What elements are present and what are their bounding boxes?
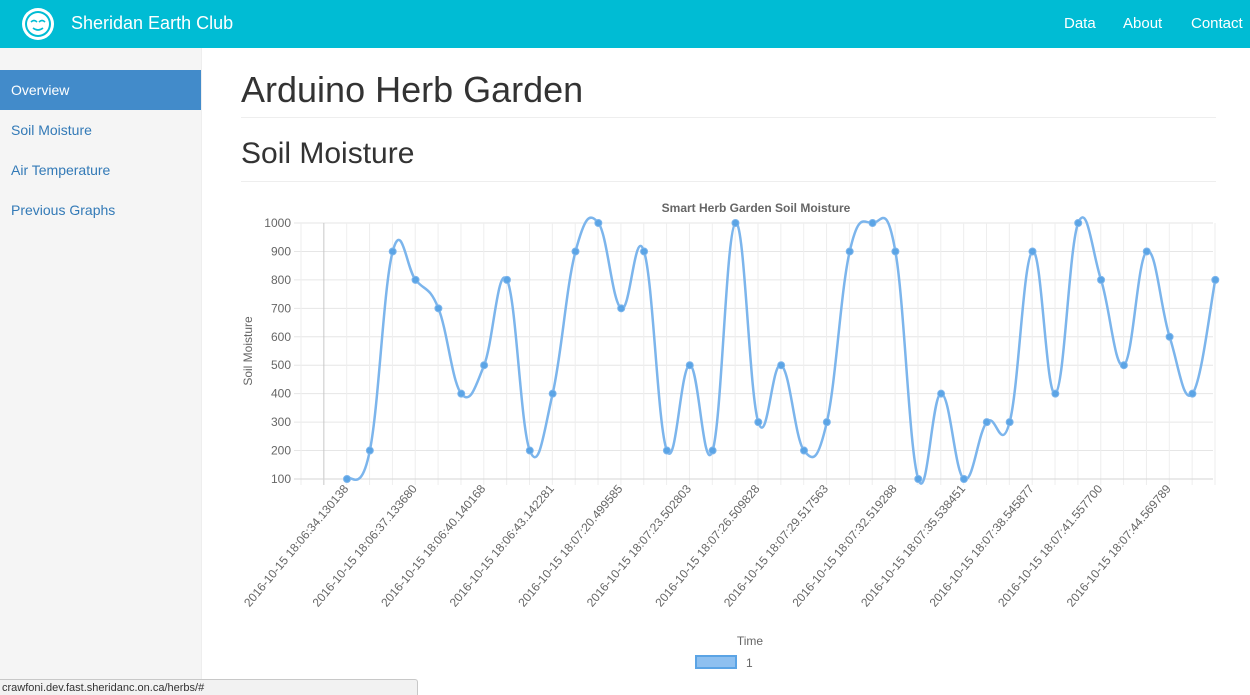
y-tick-label: 800 [271,273,291,287]
data-point [1051,389,1060,398]
x-axis-label: Time [737,634,764,648]
y-tick-label: 100 [271,472,291,486]
data-point [959,475,968,483]
y-axis-label: Soil Moisture [241,316,255,386]
y-tick-label: 400 [271,387,291,401]
data-point [1097,275,1106,284]
data-point [388,247,397,256]
data-point [708,446,717,455]
data-point [1211,275,1220,284]
data-point [571,247,580,256]
sidebar: Overview Soil Moisture Air Temperature P… [0,48,202,695]
chart-title: Smart Herb Garden Soil Moisture [662,201,851,215]
data-point [1142,247,1151,256]
data-point [1074,219,1083,227]
data-point [754,418,763,427]
sidebar-item-overview[interactable]: Overview [0,70,201,110]
data-point [1119,361,1128,370]
data-point [914,475,923,483]
data-point [822,418,831,427]
y-tick-label: 700 [271,301,291,315]
data-point [868,219,877,227]
data-point [480,361,489,370]
data-point [982,418,991,427]
y-tick-label: 600 [271,330,291,344]
data-point [343,475,351,483]
y-tick-label: 200 [271,444,291,458]
nav-about-link[interactable]: About [1123,15,1163,32]
nav-contact-link[interactable]: Contact [1191,15,1243,32]
data-point [365,446,374,455]
data-point [845,247,854,256]
legend-swatch [695,655,737,669]
data-point [800,446,808,455]
data-point [1005,418,1014,427]
legend-label: 1 [746,656,753,670]
data-point [685,361,694,370]
page-title: Arduino Herb Garden [241,69,584,110]
data-point [1165,332,1174,341]
data-point [662,446,671,455]
data-point [525,446,534,455]
data-point [548,389,557,398]
y-tick-label: 300 [271,415,291,429]
data-point [617,304,626,313]
data-point [731,219,740,227]
y-tick-label: 500 [271,358,291,372]
data-point [891,247,900,256]
section-title: Soil Moisture [241,137,415,170]
nav-data-link[interactable]: Data [1064,15,1096,32]
y-tick-label: 1000 [264,216,291,230]
data-point [777,361,786,370]
data-point [411,275,420,284]
data-point [1028,247,1037,256]
sidebar-item-air-temperature[interactable]: Air Temperature [11,162,111,178]
data-point [1188,389,1197,398]
status-bar-url: crawfoni.dev.fast.sheridanc.on.ca/herbs/… [0,679,418,695]
navbar: Sheridan Earth Club Data About Contact [0,0,1250,48]
data-point [937,389,946,398]
title-divider [241,117,1216,118]
soil-moisture-chart: Smart Herb Garden Soil Moisture 100 200 300… [241,201,1220,670]
data-point [434,304,443,313]
sidebar-item-previous-graphs[interactable]: Previous Graphs [11,202,116,218]
section-divider [241,181,1216,182]
brand-link[interactable]: Sheridan Earth Club [71,13,234,33]
sidebar-item-soil-moisture[interactable]: Soil Moisture [11,122,92,138]
data-point [457,389,466,398]
data-point [640,247,649,256]
data-point [502,275,511,284]
y-tick-label: 900 [271,244,291,258]
data-point [594,219,603,227]
earth-club-logo-icon[interactable] [22,8,54,40]
